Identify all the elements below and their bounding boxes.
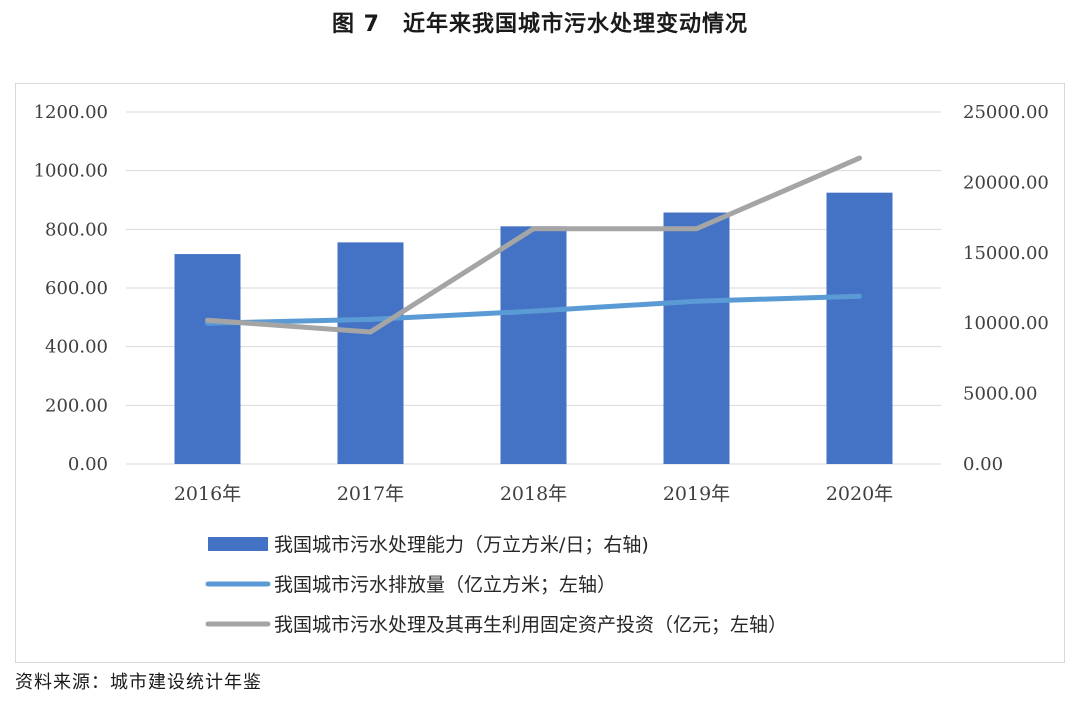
x-tick-label: 2018年	[500, 483, 567, 505]
line-series	[205, 155, 862, 335]
bar	[500, 226, 567, 464]
discharge-line	[205, 293, 862, 326]
right-tick-label: 20000.00	[963, 172, 1049, 193]
bar-series	[174, 192, 893, 464]
bar	[826, 192, 893, 464]
left-tick-label: 600.00	[45, 278, 108, 299]
left-tick-label: 1200.00	[34, 102, 108, 123]
right-tick-label: 5000.00	[963, 384, 1037, 405]
left-tick-label: 800.00	[45, 219, 108, 240]
x-tick-label: 2017年	[337, 483, 404, 505]
legend-label: 我国城市污水处理及其再生利用固定资产投资（亿元；左轴）	[274, 614, 787, 636]
right-axis-ticks: 0.00 5000.00 10000.00 15000.00 20000.00 25000…	[963, 102, 1049, 475]
right-tick-label: 10000.00	[963, 313, 1049, 334]
bar	[663, 212, 730, 464]
left-tick-label: 0.00	[68, 454, 108, 475]
legend-label: 我国城市污水排放量（亿立方米；左轴）	[274, 574, 616, 596]
x-tick-label: 2019年	[663, 483, 730, 505]
combo-chart: 0.00 200.00 400.00 600.00 800.00 1000.00 1200.…	[34, 102, 1049, 636]
right-tick-label: 15000.00	[963, 243, 1049, 264]
figure-title: 图 7 近年来我国城市污水处理变动情况	[332, 12, 748, 37]
x-tick-label: 2016年	[174, 483, 241, 505]
source-note: 资料来源：城市建设统计年鉴	[15, 672, 262, 693]
left-axis-ticks: 0.00 200.00 400.00 600.00 800.00 1000.00 1200.…	[34, 102, 108, 475]
right-tick-label: 0.00	[963, 454, 1003, 475]
right-tick-label: 25000.00	[963, 102, 1049, 123]
left-tick-label: 200.00	[45, 395, 108, 416]
legend: 我国城市污水处理能力（万立方米/日；右轴) 我国城市污水排放量（亿立方米；左轴） 我…	[205, 534, 787, 636]
x-tick-label: 2020年	[826, 483, 893, 505]
chart-frame: 0.00 200.00 400.00 600.00 800.00 1000.00 1200.…	[15, 83, 1065, 663]
bar	[174, 254, 241, 464]
bar	[337, 242, 404, 464]
legend-swatch-bar	[208, 537, 268, 551]
left-tick-label: 1000.00	[34, 161, 108, 182]
x-axis-ticks: 2016年 2017年 2018年 2019年 2020年	[174, 483, 893, 505]
legend-label: 我国城市污水处理能力（万立方米/日；右轴)	[274, 534, 649, 556]
investment-line	[205, 155, 862, 335]
left-tick-label: 400.00	[45, 337, 108, 358]
